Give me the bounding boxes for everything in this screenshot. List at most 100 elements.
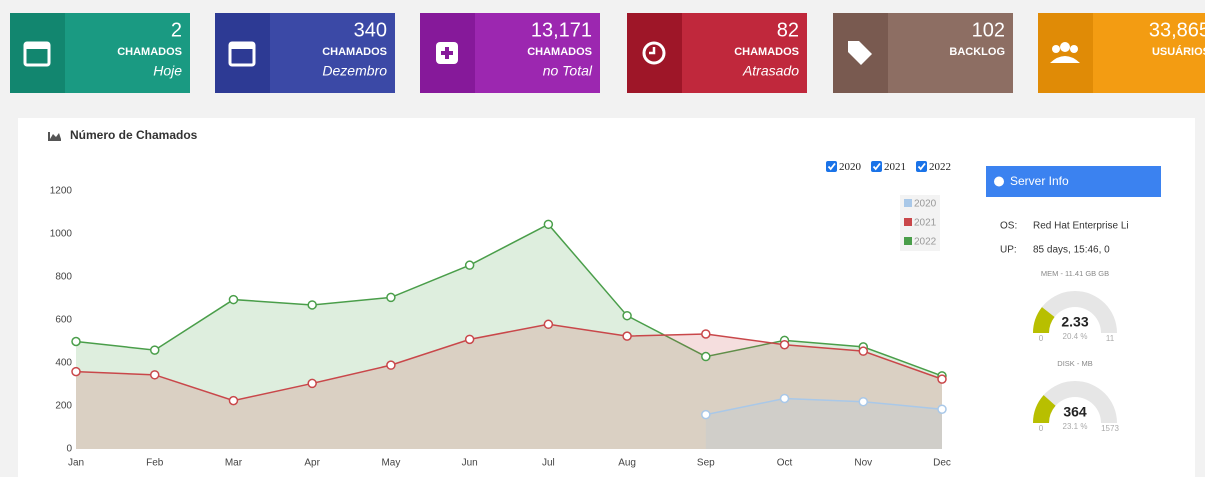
x-tick-label: Sep	[697, 458, 715, 469]
tag-icon	[848, 41, 872, 65]
data-point	[149, 370, 160, 380]
card-sublabel: no Total	[543, 63, 593, 79]
data-point	[71, 366, 81, 377]
x-tick-label: Jan	[68, 458, 84, 469]
info-icon	[994, 176, 1004, 187]
legend-label: 2021	[914, 218, 937, 229]
calendar-icon-top	[25, 43, 49, 49]
data-point	[149, 345, 160, 355]
clock-icon	[642, 41, 666, 65]
checkbox-tick	[917, 162, 926, 171]
card-value: 340	[354, 19, 387, 41]
data-point	[701, 329, 711, 339]
x-tick-label: Nov	[854, 458, 872, 469]
gauge-percent: 23.1 %	[1063, 422, 1088, 431]
x-tick-label: Feb	[146, 458, 164, 469]
gauge-max: 11	[1106, 334, 1115, 343]
checkbox-tick	[872, 162, 881, 171]
card-icon-area	[215, 13, 270, 93]
card-icon-area	[10, 13, 65, 93]
gauge-fill	[1033, 307, 1055, 333]
server-info-title: Server Info	[1010, 174, 1069, 188]
gauge-max: 1573	[1101, 424, 1119, 433]
data-point	[307, 378, 317, 389]
data-point	[779, 393, 790, 404]
y-tick-label: 600	[55, 315, 72, 326]
card-sublabel: Hoje	[153, 63, 182, 79]
plus-icon-cross	[441, 47, 453, 59]
card-sublabel: Dezembro	[322, 63, 387, 79]
checkbox-label: 2020	[839, 161, 862, 173]
card-value: 33,865	[1149, 19, 1205, 41]
legend-label: 2022	[914, 237, 937, 248]
gauge-value: 2.33	[1061, 314, 1088, 330]
data-point	[622, 310, 632, 321]
data-point	[543, 219, 554, 230]
x-tick-label: Mar	[225, 458, 243, 469]
card-value: 13,171	[531, 19, 592, 41]
data-point	[543, 319, 554, 330]
clock-icon-hands	[649, 47, 656, 55]
info-value: Red Hat Enterprise Li	[1033, 221, 1129, 232]
gauge-track	[1033, 381, 1117, 423]
data-point	[937, 404, 947, 414]
x-tick-label: Jun	[462, 458, 478, 469]
checkbox-label: 2021	[884, 161, 906, 173]
gauge-title: MEM - 11.41 GB GB	[1041, 269, 1109, 278]
series-checkbox[interactable]	[916, 161, 927, 172]
data-point	[937, 374, 947, 384]
series-checkbox[interactable]	[826, 161, 837, 172]
x-tick-label: Jul	[542, 458, 555, 469]
data-point	[622, 331, 632, 341]
card-label: USUÁRIOS	[1152, 45, 1205, 58]
data-point	[71, 336, 81, 347]
legend-label: 2020	[914, 199, 937, 210]
users-icon	[1070, 45, 1078, 53]
series-line	[75, 323, 943, 402]
info-key: OS:	[1000, 221, 1017, 232]
panel-icon	[48, 132, 61, 141]
server-info-header	[986, 166, 1161, 197]
gauge-min: 0	[1039, 424, 1044, 433]
card-value: 102	[972, 19, 1005, 41]
y-tick-label: 400	[55, 358, 72, 369]
card-value: 2	[171, 19, 182, 41]
x-tick-label: Apr	[304, 458, 320, 469]
users-icon	[1052, 45, 1060, 53]
x-tick-label: Dec	[933, 458, 951, 469]
info-key: UP:	[1000, 245, 1017, 256]
legend-swatch	[904, 199, 912, 207]
series-area	[76, 324, 942, 449]
data-point	[386, 292, 396, 303]
calendar-icon-top	[230, 43, 254, 49]
x-tick-label: Oct	[777, 458, 793, 469]
y-tick-label: 0	[66, 444, 72, 455]
users-icon-body	[1050, 56, 1080, 63]
data-point	[858, 396, 869, 407]
data-point	[228, 395, 239, 406]
data-point	[701, 351, 711, 362]
card-label: CHAMADOS	[117, 46, 182, 58]
data-point	[228, 294, 239, 305]
y-tick-label: 1200	[50, 186, 73, 197]
gauge-track	[1033, 291, 1117, 333]
checkbox-tick	[827, 162, 836, 171]
gauge-percent: 20.4 %	[1063, 332, 1088, 341]
data-point	[701, 409, 711, 420]
x-tick-label: Aug	[618, 458, 636, 469]
card-label: CHAMADOS	[734, 46, 799, 58]
data-point	[858, 346, 869, 356]
card-label: BACKLOG	[949, 46, 1005, 58]
y-tick-label: 1000	[50, 229, 73, 240]
checkbox-label: 2022	[929, 161, 951, 173]
series-line	[705, 397, 943, 416]
gauge-min: 0	[1039, 334, 1044, 343]
series-area	[76, 224, 942, 449]
series-checkbox[interactable]	[871, 161, 882, 172]
legend-swatch	[904, 237, 912, 245]
data-point	[464, 334, 475, 345]
data-point	[779, 339, 790, 350]
users-icon	[1060, 42, 1070, 52]
gauge-value: 364	[1063, 404, 1087, 420]
